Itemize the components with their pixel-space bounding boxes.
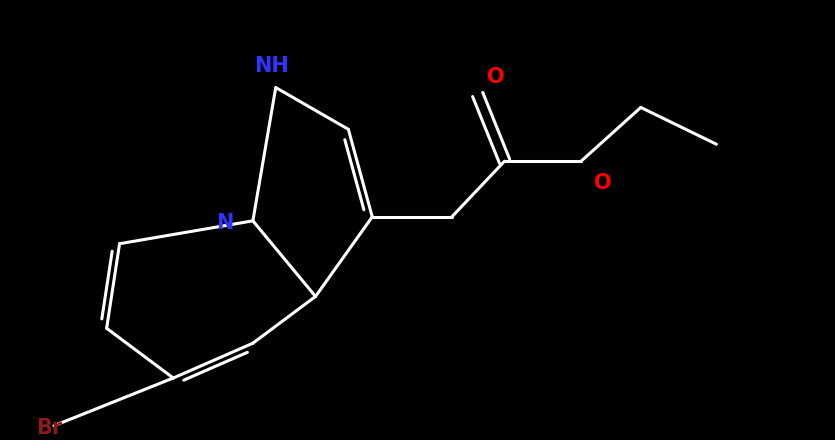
Text: NH: NH: [255, 55, 289, 76]
Text: O: O: [595, 173, 612, 193]
Text: N: N: [216, 213, 234, 233]
Text: O: O: [487, 66, 504, 87]
Text: Br: Br: [36, 418, 62, 438]
